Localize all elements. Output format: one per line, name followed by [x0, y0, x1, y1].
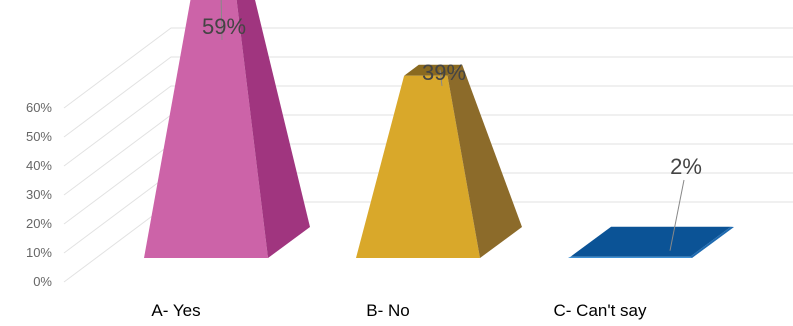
y-tick-label: 30%: [26, 187, 52, 202]
y-tick-label: 60%: [26, 100, 52, 115]
bar-side-face: [236, 0, 310, 258]
category-label: A- Yes: [151, 301, 200, 320]
data-label-leader: [439, 69, 443, 87]
bar-top-face: [404, 64, 463, 76]
data-label-leader: [669, 179, 685, 251]
gridline: [63, 85, 793, 167]
y-tick-label: 50%: [26, 129, 52, 144]
y-tick-label: 10%: [26, 245, 52, 260]
bars: [144, 0, 734, 258]
bar-2: [356, 64, 522, 258]
data-label: 59%: [202, 14, 246, 39]
y-tick-label: 20%: [26, 216, 52, 231]
bar-front-face: [144, 0, 268, 258]
data-label-leader: [220, 0, 223, 41]
x-axis: A- Yes B- No C- Can't say: [151, 301, 647, 320]
category-label: C- Can't say: [554, 301, 647, 320]
gridline: [63, 56, 793, 138]
data-labels: 59% 39% 2%: [202, 0, 702, 251]
y-tick-label: 0%: [33, 274, 52, 289]
data-label: 2%: [670, 154, 702, 179]
bar-top-face: [570, 226, 731, 257]
category-label: B- No: [366, 301, 409, 320]
bar-front-face: [568, 256, 692, 258]
gridline: [63, 27, 793, 109]
bar-1: [144, 0, 310, 258]
bar-3: [568, 226, 734, 258]
bar-side-face: [690, 226, 734, 258]
y-axis: 0% 10% 20% 30% 40% 50% 60%: [26, 100, 52, 289]
bar-front-face: [356, 75, 480, 258]
bar-side-face: [447, 64, 522, 258]
data-label: 39%: [422, 60, 466, 85]
y-tick-label: 40%: [26, 158, 52, 173]
